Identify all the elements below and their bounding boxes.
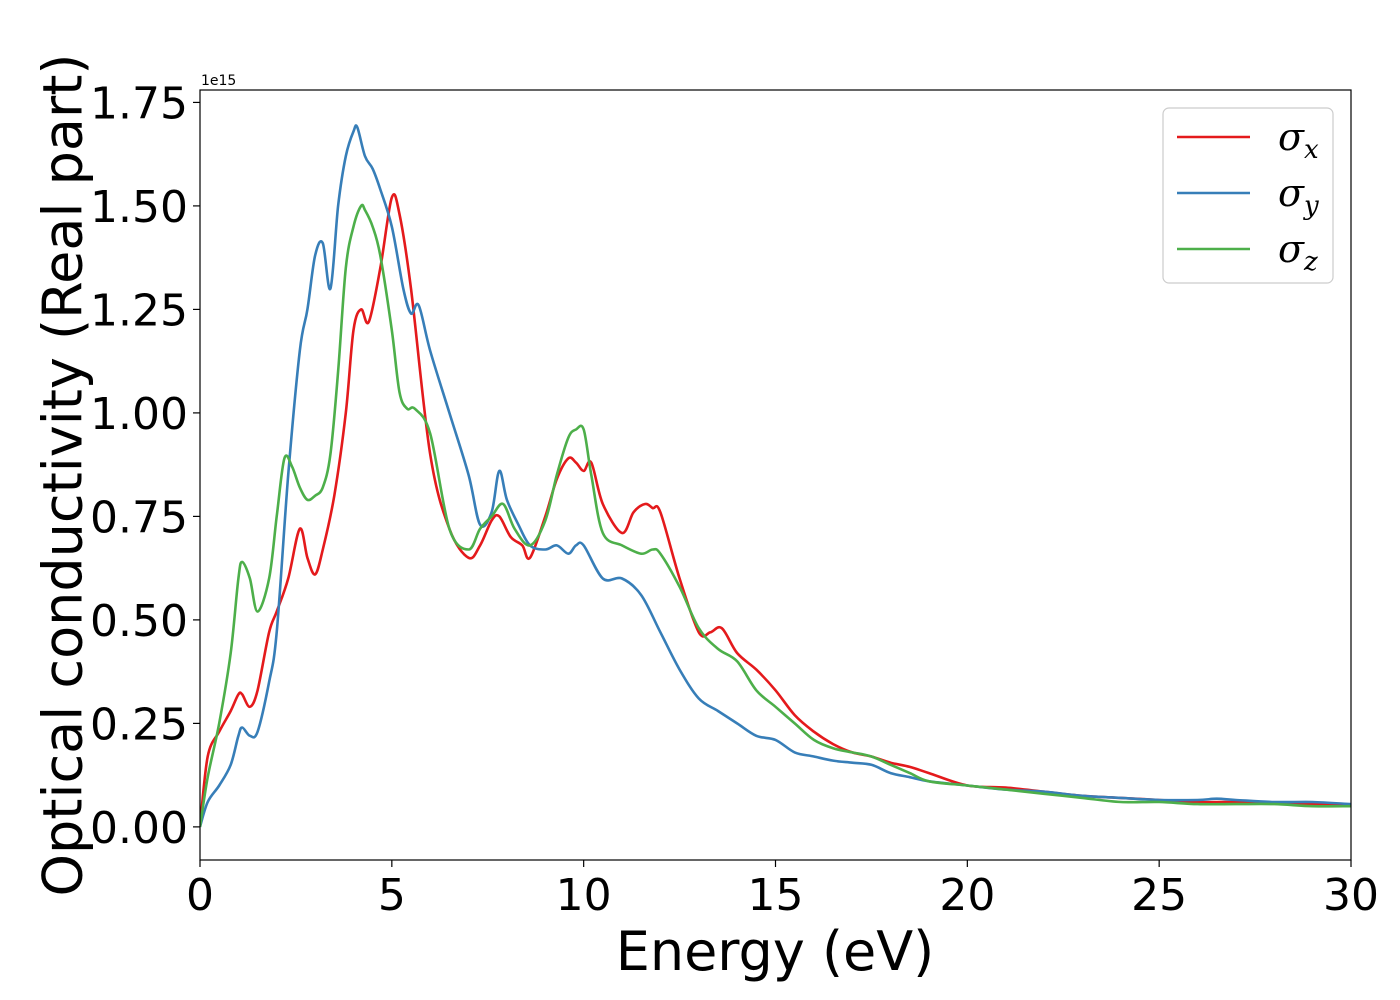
x-tick-label: 15	[748, 870, 804, 921]
x-tick-label: 0	[186, 870, 214, 921]
ticks-layer: 0 5 10 15 20 25 30 0.00 0.25 0.50 0.75 1.00 1.25 1.50…	[90, 78, 1379, 921]
x-tick-label: 30	[1323, 870, 1379, 921]
legend-label-y: σy	[1278, 171, 1319, 221]
y-tick-label: 0.50	[90, 596, 188, 647]
y-axis-label: Optical conductivity (Real part)	[32, 54, 95, 897]
legend: σx σy σz	[1162, 107, 1334, 284]
x-tick-label: 20	[939, 870, 995, 921]
legend-label-x: σx	[1278, 115, 1319, 165]
legend-box	[1162, 107, 1334, 284]
legend-label-z: σz	[1278, 227, 1318, 277]
y-tick-label: 1.50	[90, 182, 188, 233]
x-tick-label: 5	[378, 870, 406, 921]
series-layer	[200, 124, 1351, 828]
y-tick-label: 1.75	[90, 78, 188, 129]
y-tick-label: 0.00	[90, 803, 188, 854]
y-tick-label: 0.25	[90, 699, 188, 750]
y-offset-text: 1e15	[201, 73, 236, 89]
legend-entries: σx σy σz	[1177, 115, 1319, 277]
x-tick-label: 10	[556, 870, 612, 921]
x-axis-label: Energy (eV)	[616, 920, 935, 983]
y-tick-label: 1.25	[90, 285, 188, 336]
y-tick-label: 0.75	[90, 492, 188, 543]
y-tick-label: 1.00	[90, 389, 188, 440]
series-line-z	[200, 203, 1351, 828]
series-line-x	[200, 193, 1351, 828]
x-tick-label: 25	[1131, 870, 1187, 921]
